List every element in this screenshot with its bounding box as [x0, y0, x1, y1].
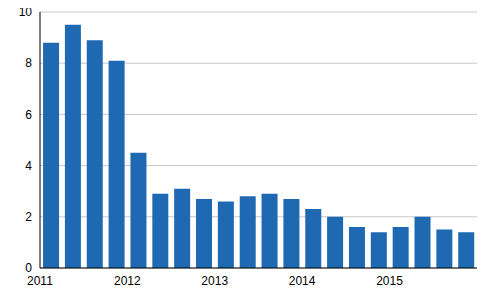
svg-text:6: 6 — [25, 108, 32, 122]
svg-text:2012: 2012 — [114, 274, 141, 288]
svg-text:4: 4 — [25, 159, 32, 173]
svg-text:2014: 2014 — [289, 274, 316, 288]
svg-text:2011: 2011 — [27, 274, 53, 288]
svg-text:8: 8 — [25, 56, 32, 70]
svg-text:0: 0 — [25, 261, 32, 275]
svg-text:2015: 2015 — [376, 274, 403, 288]
svg-text:2: 2 — [25, 210, 32, 224]
svg-text:10: 10 — [19, 8, 33, 19]
svg-text:2013: 2013 — [201, 274, 228, 288]
